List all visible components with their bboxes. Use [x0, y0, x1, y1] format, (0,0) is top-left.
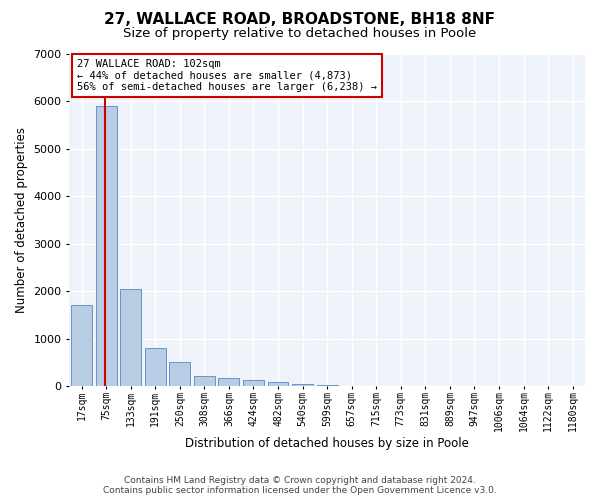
Text: Size of property relative to detached houses in Poole: Size of property relative to detached ho… — [124, 28, 476, 40]
Text: Contains HM Land Registry data © Crown copyright and database right 2024.
Contai: Contains HM Land Registry data © Crown c… — [103, 476, 497, 495]
Text: 27, WALLACE ROAD, BROADSTONE, BH18 8NF: 27, WALLACE ROAD, BROADSTONE, BH18 8NF — [104, 12, 496, 28]
Bar — [268, 382, 289, 386]
Bar — [243, 380, 264, 386]
Bar — [194, 376, 215, 386]
Bar — [218, 378, 239, 386]
Y-axis label: Number of detached properties: Number of detached properties — [15, 127, 28, 313]
X-axis label: Distribution of detached houses by size in Poole: Distribution of detached houses by size … — [185, 437, 469, 450]
Bar — [96, 106, 116, 386]
Text: 27 WALLACE ROAD: 102sqm
← 44% of detached houses are smaller (4,873)
56% of semi: 27 WALLACE ROAD: 102sqm ← 44% of detache… — [77, 59, 377, 92]
Bar — [169, 362, 190, 386]
Bar — [145, 348, 166, 386]
Bar — [292, 384, 313, 386]
Bar — [71, 306, 92, 386]
Bar — [317, 385, 338, 386]
Bar — [120, 289, 141, 386]
